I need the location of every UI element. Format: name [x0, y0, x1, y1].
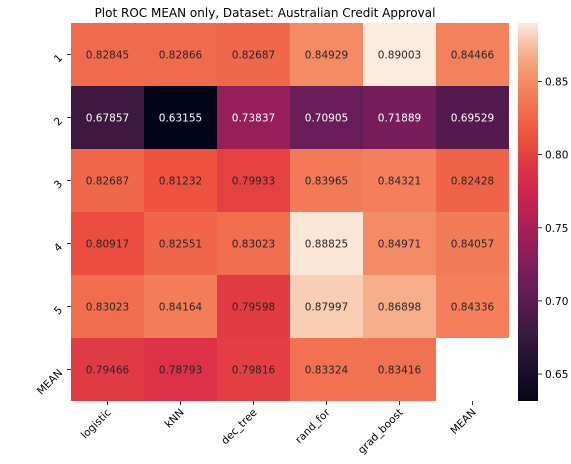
cell-value-label: 0.83965 — [305, 176, 348, 188]
y-tick-label: 5 — [52, 304, 65, 317]
heatmap-cell — [217, 338, 290, 401]
heatmap-cell — [363, 212, 436, 275]
cell-value-label: 0.82687 — [86, 176, 129, 188]
y-tick-label: 3 — [52, 178, 65, 191]
cell-value-label: 0.83416 — [378, 365, 422, 377]
heatmap-cell — [144, 149, 217, 212]
heatmap-cell — [290, 23, 363, 86]
cell-value-label: 0.82866 — [159, 50, 203, 62]
cell-value-label: 0.67857 — [86, 113, 129, 125]
y-tick-label: 4 — [52, 241, 65, 254]
cell-value-label: 0.83324 — [305, 365, 349, 377]
heatmap-cell — [363, 149, 436, 212]
cell-value-label: 0.83023 — [86, 302, 129, 314]
x-tick-label: rand_for — [293, 406, 333, 446]
cell-value-label: 0.73837 — [232, 113, 275, 125]
heatmap-cell — [290, 149, 363, 212]
cell-value-label: 0.80917 — [86, 239, 129, 251]
heatmap-cell — [363, 23, 436, 86]
cell-value-label: 0.87997 — [305, 302, 348, 314]
heatmap-cell — [290, 338, 363, 401]
heatmap-cell — [71, 149, 144, 212]
x-tick-label: grad_boost — [356, 407, 406, 457]
heatmap-cell — [436, 86, 509, 149]
heatmap-cell — [71, 275, 144, 338]
cell-value-label: 0.82551 — [159, 239, 202, 251]
colorbar-tick-label: 0.85 — [545, 77, 568, 89]
chart-title: Plot ROC MEAN only, Dataset: Australian … — [95, 6, 436, 20]
heatmap-cell — [217, 23, 290, 86]
heatmap-cell — [290, 275, 363, 338]
heatmap-cell — [217, 86, 290, 149]
heatmap-cell — [436, 212, 509, 275]
cell-value-label: 0.79933 — [232, 176, 275, 188]
y-axis-ticks: 1 2 3 4 5 MEAN — [35, 52, 71, 397]
x-tick-label: dec_tree — [219, 407, 260, 448]
x-axis-ticks: logistic kNN dec_tree rand_for grad_boost MEA… — [79, 401, 479, 456]
heatmap-cell — [217, 275, 290, 338]
heatmap-cell — [144, 23, 217, 86]
colorbar-tick-label: 0.70 — [545, 296, 568, 308]
heatmap-cell — [436, 149, 509, 212]
heatmap-cell — [144, 275, 217, 338]
cell-value-label: 0.79816 — [232, 365, 276, 377]
colorbar-gradient — [518, 23, 538, 401]
heatmap-cell — [71, 86, 144, 149]
heatmap-cell — [144, 212, 217, 275]
heatmap-cell — [217, 149, 290, 212]
cell-value-label: 0.88825 — [305, 239, 348, 251]
cell-value-label: 0.81232 — [159, 176, 202, 188]
heatmap-cell — [363, 86, 436, 149]
cell-value-label: 0.84164 — [159, 302, 203, 314]
colorbar: 0.65 0.70 0.75 0.80 0.85 — [518, 23, 568, 401]
cell-value-label: 0.89003 — [378, 50, 421, 62]
heatmap-cell — [217, 212, 290, 275]
colorbar-tick-label: 0.80 — [545, 150, 568, 162]
heatmap-cell — [144, 86, 217, 149]
cell-value-label: 0.84336 — [451, 302, 495, 314]
cell-value-label: 0.82845 — [86, 50, 129, 62]
heatmap-cell — [436, 275, 509, 338]
y-tick-label: 2 — [52, 115, 65, 128]
cell-value-label: 0.70905 — [305, 113, 348, 125]
colorbar-tick-label: 0.65 — [545, 369, 568, 381]
cell-value-label: 0.79598 — [232, 302, 275, 314]
x-tick-label: MEAN — [448, 407, 478, 437]
heatmap-cell — [71, 23, 144, 86]
heatmap-cell — [363, 275, 436, 338]
colorbar-tick-label: 0.75 — [545, 223, 568, 235]
y-tick-label: MEAN — [35, 367, 65, 397]
cell-value-label: 0.84321 — [378, 176, 421, 188]
heatmap-cell — [71, 338, 144, 401]
heatmap-cell — [144, 338, 217, 401]
cell-value-label: 0.84057 — [451, 239, 494, 251]
heatmap-cell — [71, 212, 144, 275]
cell-value-label: 0.63155 — [159, 113, 202, 125]
heatmap-cells: 0.82845 0.82866 0.82687 0.84929 0.89003 0.844… — [71, 23, 509, 401]
heatmap-cell — [363, 338, 436, 401]
cell-value-label: 0.69529 — [451, 113, 494, 125]
cell-value-label: 0.78793 — [159, 365, 202, 377]
cell-value-label: 0.83023 — [232, 239, 275, 251]
heatmap-cell — [290, 212, 363, 275]
x-tick-label: logistic — [79, 406, 114, 441]
x-tick-label: kNN — [163, 407, 187, 431]
y-tick-label: 1 — [52, 52, 65, 65]
heatmap-cell — [290, 86, 363, 149]
cell-value-label: 0.82687 — [232, 50, 275, 62]
cell-value-label: 0.71889 — [378, 113, 421, 125]
heatmap-cell — [436, 23, 509, 86]
cell-value-label: 0.79466 — [86, 365, 130, 377]
cell-value-label: 0.84466 — [451, 50, 495, 62]
cell-value-label: 0.84929 — [305, 50, 348, 62]
cell-value-label: 0.86898 — [378, 302, 421, 314]
cell-value-label: 0.82428 — [451, 176, 494, 188]
cell-value-label: 0.84971 — [378, 239, 421, 251]
